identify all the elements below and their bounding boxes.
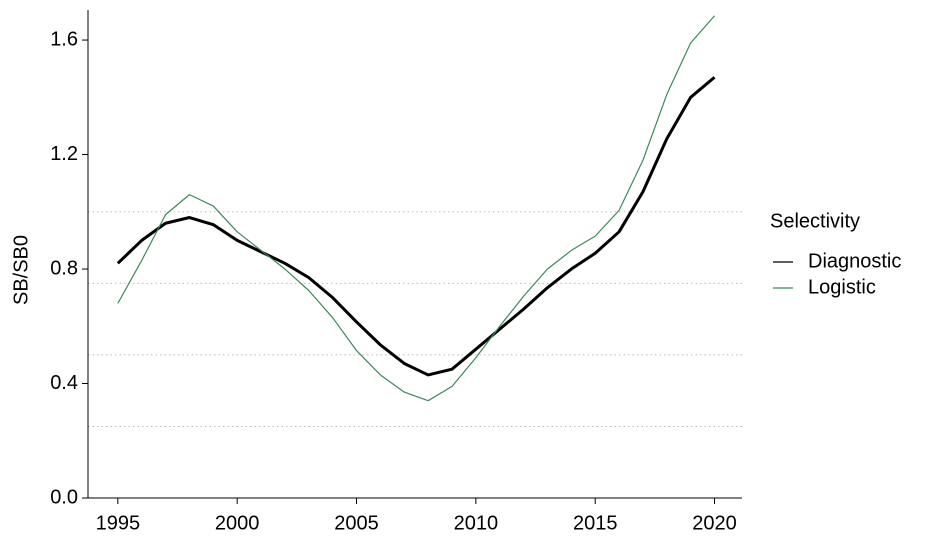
y-tick-label: 1.2 bbox=[50, 143, 78, 165]
series-line bbox=[117, 15, 716, 402]
legend-title: Selectivity bbox=[770, 210, 860, 232]
legend-label: Logistic bbox=[808, 276, 876, 298]
x-tick-label: 2020 bbox=[692, 512, 737, 534]
x-tick-label: 1995 bbox=[96, 512, 141, 534]
x-tick-label: 2010 bbox=[454, 512, 499, 534]
y-tick-label: 0.0 bbox=[50, 486, 78, 508]
x-tick-label: 2005 bbox=[334, 512, 379, 534]
y-axis-label: SB/SB0 bbox=[10, 235, 32, 305]
series-line bbox=[116, 76, 716, 377]
y-tick-label: 1.6 bbox=[50, 28, 78, 50]
legend-label: Diagnostic bbox=[808, 250, 901, 272]
y-tick-label: 0.8 bbox=[50, 257, 78, 279]
y-tick-label: 0.4 bbox=[50, 372, 78, 394]
x-tick-label: 2000 bbox=[215, 512, 260, 534]
x-tick-label: 2015 bbox=[573, 512, 618, 534]
